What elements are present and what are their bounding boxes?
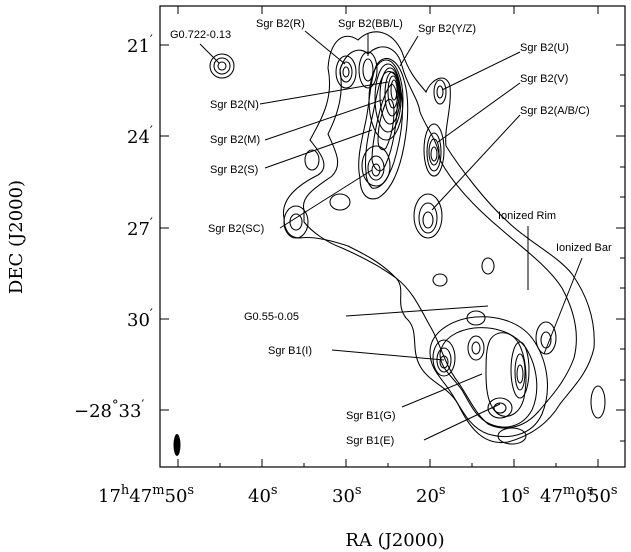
x-tick-label-47m0s: 47m0s [540,483,593,507]
contour-sgrb1-i-3 [439,355,449,369]
contour-sgrb2-nm-3 [379,67,401,125]
beam-ellipse [173,434,181,456]
contour-east-island [590,385,606,419]
y-tick-label-30: 30′ [127,307,153,331]
contour-sgrb2-r-2 [339,61,353,83]
contour-g0722-2 [213,57,231,75]
x-tick-label-50s: 50s [588,483,618,507]
contour-sgrb1-complex-3 [485,332,527,417]
label-ionized-rim: Ionized Rim [498,210,556,222]
label-g0722: G0.722-0.13 [170,29,231,41]
contour-sgrb2-s-3 [371,163,381,177]
y-axis-title: DEC (J2000) [6,180,27,294]
contour-sgrb1-i-1 [432,339,456,377]
contour-sgrb1-complex-1 [429,316,548,437]
contour-sgrb1-rim-1 [510,341,530,399]
contour-outer-envelope [282,31,595,444]
label-sgrb2-sc: Sgr B2(SC) [208,223,264,235]
y-tick-label-33: −28°33′ [74,398,144,422]
contour-sgrb1-complex-2 [439,327,538,428]
label-sgrb2-u: Sgr B2(U) [520,42,569,54]
label-sgrb2-bbl: Sgr B2(BB/L) [338,18,403,30]
contour-sgrb2-ridge-3 [371,83,398,172]
x-tick-marks [177,6,599,467]
contour-sgrb1-e-2 [493,402,507,414]
contour-sgrb2-abc-2 [418,202,438,234]
contour-sgrb2-sc-2 [289,213,303,231]
contour-g0722-1 [209,53,235,79]
contour-sgrb1-g-2 [471,341,481,355]
y-tick-label-21: 21′ [127,33,153,57]
label-sgrb2-abc: Sgr B2(A/B/C) [520,105,590,117]
contour-sgrb2-v-1 [423,123,445,177]
contour-sgrb2-abc-3 [422,211,434,229]
contour-sgrb2-r-3 [342,66,350,78]
label-g055: G0.55-0.05 [244,311,299,323]
contour-sgrb2-nm-5 [387,75,399,109]
label-sgrb2-r: Sgr B2(R) [256,18,305,30]
contour-sgrb2-r-1 [335,55,357,89]
contour-mid-island-2 [432,273,448,287]
contour-mid-island-1 [481,257,495,275]
label-sgrb2-v: Sgr B2(V) [520,73,568,85]
contour-sgrb2-nm-2 [374,63,402,133]
label-sgrb1-e: Sgr B1(E) [346,435,394,447]
y-tick-label-27: 27′ [127,216,153,240]
contour-sgrb2-sc-1 [283,205,309,239]
contour-sgrb1-g-1 [467,335,485,361]
contour-sgrb2-s-1 [361,145,391,187]
contour-map [209,31,606,445]
contour-south-island [497,427,527,445]
contour-sgrb2-nm-1 [368,59,404,141]
contour-sgrb2-ridge-4 [377,98,395,151]
contour-sgrb2-u-2 [436,85,444,99]
contour-sgrb1-east-1 [535,321,557,355]
x-tick-label-20s: 20s [416,483,446,507]
label-sgrb2-n: Sgr B2(N) [210,99,259,111]
contour-sgrb2-v-4 [430,146,438,162]
label-sgrb2-m: Sgr B2(M) [210,134,260,146]
contour-sgrb2-nm-4 [384,71,400,117]
contour-sgrb2-bbl-2 [362,58,374,82]
x-tick-label-17h47m50s: 17h47m50s [98,483,194,507]
contour-sgrb2-ridge-1 [358,57,409,200]
contour-sgrb2-nm-6 [390,79,398,101]
label-sgrb1-i: Sgr B1(I) [268,345,312,357]
label-sgrb1-g: Sgr B1(G) [346,410,396,422]
contour-west-knot [329,193,351,211]
contour-sgrb2-abc-1 [413,193,443,239]
x-tick-label-30s: 30s [332,483,362,507]
annotation-leaders [199,30,583,441]
contour-sgrb1-rim-2 [514,353,526,391]
contour-sgrb2-ridge-2 [364,71,404,189]
contour-sgrb1-i-2 [436,347,452,373]
source-labels: G0.722-0.13 Sgr B2(R) Sgr B2(BB/L) Sgr B… [170,18,612,447]
label-ionized-bar: Ionized Bar [556,242,612,254]
contour-g0722-3 [217,61,227,71]
y-tick-marks [160,44,625,442]
x-tick-label-10s: 10s [500,483,530,507]
y-tick-label-24: 24′ [127,124,153,148]
contour-sgrb2-v-2 [426,132,442,172]
contour-west-knot-2 [304,149,320,171]
plot-frame [159,5,626,468]
contour-sgrb2-u-1 [433,79,447,105]
x-axis-title: RA (J2000) [345,530,444,551]
contour-sgrb1-rim-3 [516,364,524,384]
contour-sgrb1-e-1 [487,397,513,419]
label-sgrb2-s: Sgr B2(S) [210,164,258,176]
contour-sgrb2-v-3 [428,138,440,166]
x-tick-label-40s: 40s [248,483,278,507]
contour-sgrb2-s-2 [367,155,385,181]
label-sgrb2-yz: Sgr B2(Y/Z) [418,23,476,35]
